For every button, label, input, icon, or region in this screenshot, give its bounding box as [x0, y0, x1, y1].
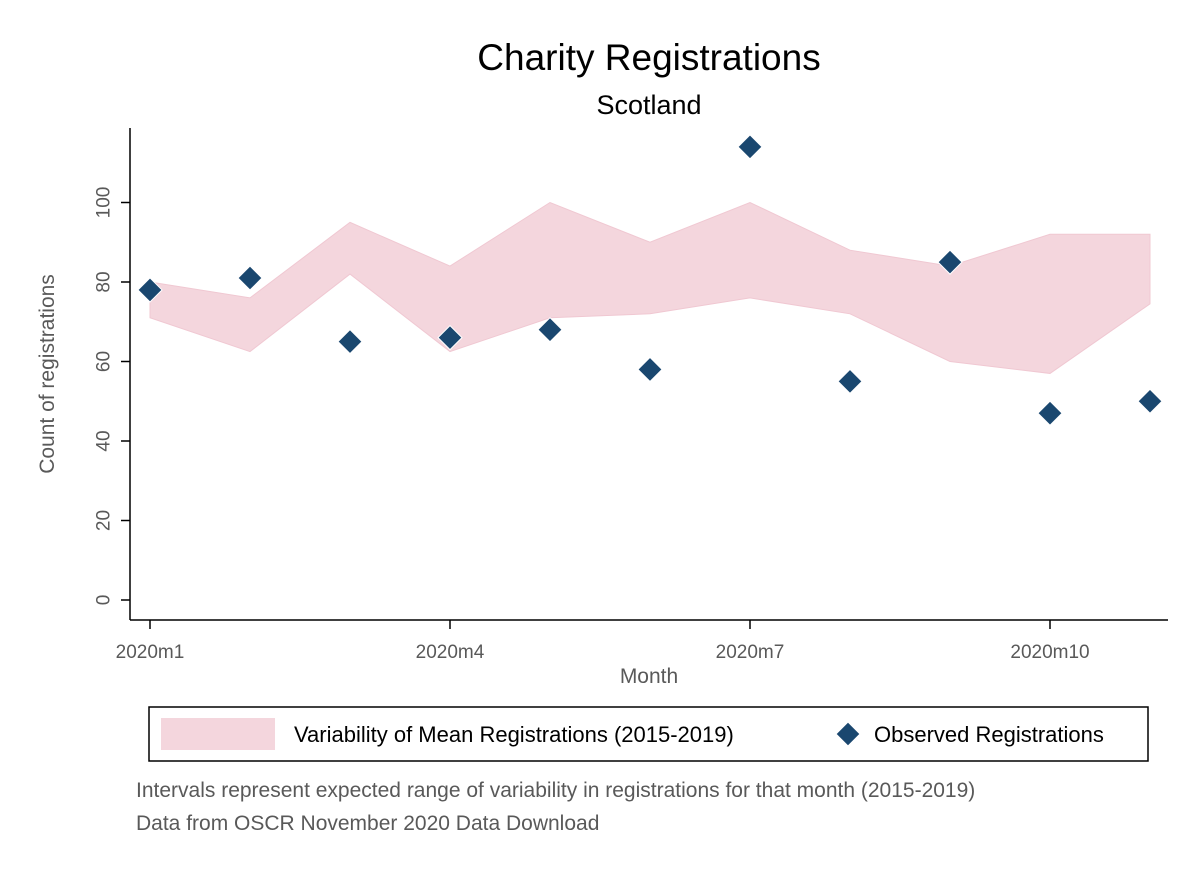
x-axis-title: Month — [620, 665, 678, 688]
y-axis-ticks: 0 20 40 60 80 100 — [94, 187, 130, 606]
legend-box — [148, 706, 1149, 762]
chart-subtitle: Scotland — [596, 90, 701, 120]
y-tick-label: 20 — [94, 510, 115, 531]
variability-band — [149, 201, 1151, 374]
legend-band-label: Variability of Mean Registrations (2015-… — [294, 722, 734, 747]
x-tick-label: 2020m10 — [1010, 642, 1089, 663]
x-axis-ticks: 2020m1 2020m4 2020m7 2020m10 — [116, 620, 1090, 663]
note-line-2: Data from OSCR November 2020 Data Downlo… — [136, 812, 599, 835]
y-tick-label: 100 — [94, 187, 115, 219]
observed-point-2020m8 — [837, 368, 863, 395]
legend-diamond-marker — [835, 721, 861, 747]
observed-point-2020m7 — [737, 134, 763, 160]
x-tick-label: 2020m1 — [116, 642, 185, 663]
observed-point-2020m11 — [1137, 388, 1163, 414]
observed-point-2020m9 — [937, 249, 963, 275]
note-line-1: Intervals represent expected range of va… — [136, 779, 975, 802]
variability-band-layer — [149, 201, 1151, 374]
x-tick-label: 2020m7 — [716, 642, 785, 663]
x-tick-label: 2020m4 — [416, 642, 485, 663]
observed-point-2020m1 — [137, 277, 163, 303]
legend: Variability of Mean Registrations (2015-… — [148, 706, 1149, 762]
observed-points-layer — [137, 134, 1163, 426]
observed-point-2020m2 — [237, 265, 263, 291]
y-tick-label: 0 — [94, 595, 115, 606]
observed-point-2020m5 — [537, 316, 563, 343]
observed-point-2020m6 — [637, 356, 663, 383]
y-axis-title: Count of registrations — [36, 274, 59, 474]
legend-band-swatch — [161, 718, 275, 750]
observed-point-2020m10 — [1037, 400, 1063, 426]
legend-observed-label: Observed Registrations — [874, 722, 1104, 747]
observed-point-2020m4 — [437, 324, 463, 351]
y-tick-label: 60 — [94, 351, 115, 372]
observed-point-2020m3 — [337, 328, 363, 355]
y-tick-label: 40 — [94, 430, 115, 451]
y-tick-label: 80 — [94, 271, 115, 292]
chart-title: Charity Registrations — [477, 37, 820, 78]
